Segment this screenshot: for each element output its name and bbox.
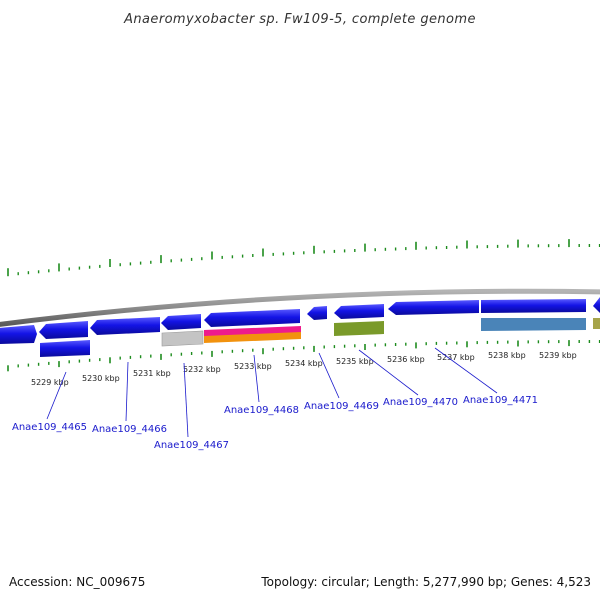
callout-line [434,347,498,394]
gene-label[interactable]: Anae109_4466 [92,424,167,435]
gene-arrow[interactable] [334,304,384,319]
callout-line [125,361,129,422]
gene-arrow[interactable] [593,297,600,313]
feature-track [40,318,600,357]
gene-arrow[interactable] [204,309,300,327]
gene-arrow[interactable] [307,306,327,320]
gene-label[interactable]: Anae109_4467 [154,440,229,451]
gene-callouts [46,347,498,438]
callout-line [358,349,419,396]
tick-label: 5235 kbp [336,357,374,366]
gene-arrow[interactable] [161,314,201,330]
topology-summary: Topology: circular; Length: 5,277,990 bp… [260,575,591,589]
olive-feature[interactable] [334,321,384,336]
callout-line [253,354,260,403]
accession-text: Accession: NC_009675 [9,575,145,589]
gene-arrow[interactable] [481,299,586,313]
forward-gene-track [0,297,600,344]
tick-label: 5233 kbp [234,362,272,371]
steel-feature[interactable] [481,318,586,331]
tick-label: 5239 kbp [539,351,577,360]
map-title: Anaeromyxobacter sp. Fw109-5, complete g… [123,12,476,27]
gene-label[interactable]: Anae109_4468 [224,405,299,416]
gene-arrow[interactable] [39,321,88,339]
orange-feature[interactable] [204,332,301,343]
gene-label[interactable]: Anae109_4471 [463,395,538,406]
tick-label: 5236 kbp [387,355,425,364]
gene-labels: Anae109_4465 Anae109_4466 Anae109_4467 A… [12,395,538,451]
callout-line [46,371,67,420]
gene-label[interactable]: Anae109_4465 [12,422,87,433]
callout-line [318,352,340,399]
gene-arrow[interactable] [40,340,90,357]
magenta-feature[interactable] [204,326,301,337]
gene-label[interactable]: Anae109_4470 [383,397,458,408]
gene-arrow[interactable] [388,300,479,315]
upper-content-track [7,239,600,277]
olive-feature[interactable] [593,318,600,329]
callout-line [183,362,189,438]
coordinate-labels: 5229 kbp 5230 kbp 5231 kbp 5232 kbp 5233… [31,351,577,387]
gene-arrow[interactable] [0,325,37,344]
tick-label: 5229 kbp [31,378,69,387]
coordinate-track [7,340,600,372]
tick-label: 5231 kbp [133,369,171,378]
tick-label: 5232 kbp [183,365,221,374]
tick-label: 5230 kbp [82,374,120,383]
tick-label: 5234 kbp [285,359,323,368]
tick-label: 5237 kbp [437,353,475,362]
pseudogene-block[interactable] [161,330,204,347]
tick-label: 5238 kbp [488,351,526,360]
genome-backbone [0,288,600,327]
gene-arrow[interactable] [90,317,160,335]
gene-label[interactable]: Anae109_4469 [304,401,379,412]
